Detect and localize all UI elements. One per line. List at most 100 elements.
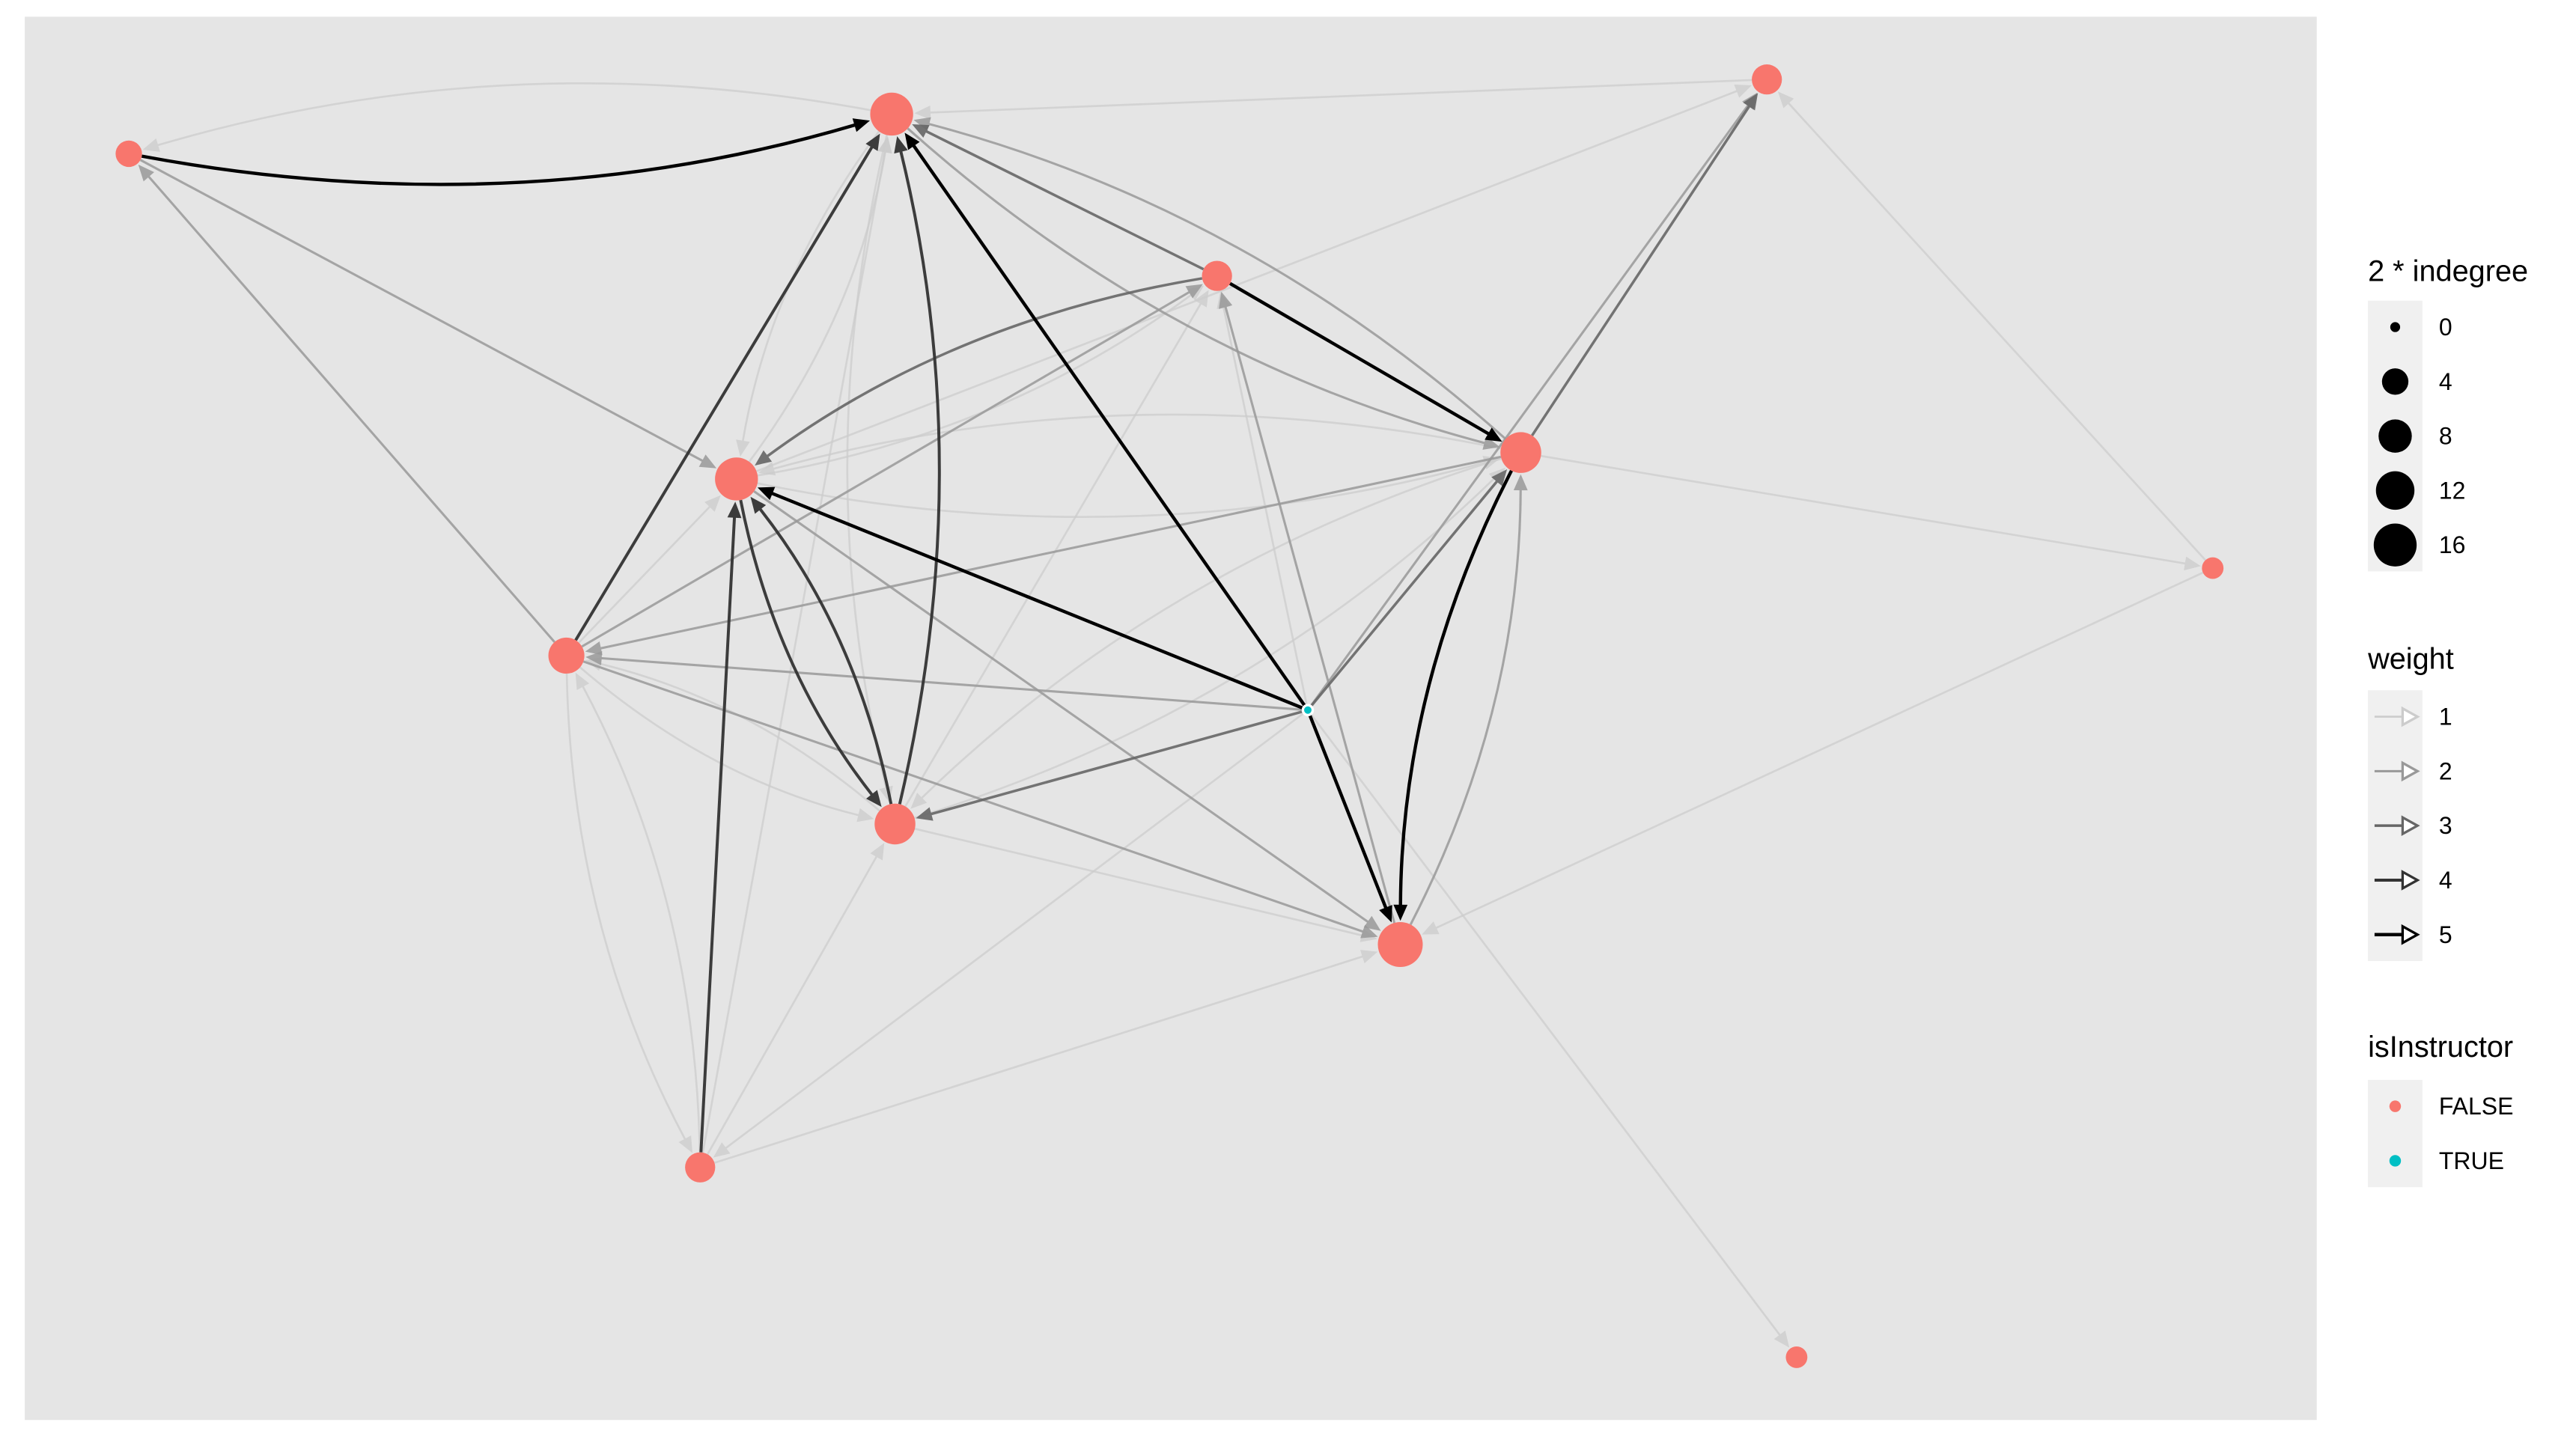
edge-line xyxy=(756,90,1738,472)
panel-background xyxy=(25,16,2317,1421)
edge-arrowhead xyxy=(1393,904,1408,921)
legend-size-label: 0 xyxy=(2439,314,2452,341)
node-student xyxy=(685,1152,716,1183)
edge-arrowhead xyxy=(585,651,603,665)
edge-arrowhead xyxy=(713,1142,731,1158)
edge xyxy=(1309,469,1508,707)
legend-weight-arrow xyxy=(2401,815,2420,837)
legend-size-key xyxy=(2375,471,2415,510)
edge-line xyxy=(758,507,893,805)
legend-weight-label: 4 xyxy=(2439,867,2452,894)
edge xyxy=(753,490,1381,931)
edge-line xyxy=(714,955,1364,1164)
edge-arrowhead xyxy=(1734,85,1752,98)
edge xyxy=(1309,713,1790,1348)
edge-arrowhead xyxy=(704,495,721,512)
legend-size-key xyxy=(2381,368,2409,395)
node-student xyxy=(870,92,913,136)
edge-arrowhead xyxy=(916,807,934,821)
edge-arrowhead xyxy=(1219,291,1233,309)
edge-line xyxy=(582,660,1364,933)
edge xyxy=(912,123,1205,271)
legend-weight-title: weight xyxy=(2367,643,2454,676)
edge-line xyxy=(600,662,880,812)
edge-arrowhead xyxy=(1422,921,1440,935)
edge-line xyxy=(739,499,874,796)
edge xyxy=(141,118,871,186)
legend-color-key xyxy=(2389,1155,2402,1167)
edge xyxy=(1409,474,1528,926)
edge-line xyxy=(898,150,941,805)
edge-line xyxy=(1531,105,1751,436)
edge-line xyxy=(1309,104,1750,707)
edge-line xyxy=(574,145,874,641)
edge xyxy=(1308,714,1392,923)
legend-weight-arrow xyxy=(2401,706,2420,727)
edge-line xyxy=(600,656,1303,711)
edge xyxy=(585,651,1303,711)
edge xyxy=(581,284,1203,648)
edge-line xyxy=(699,516,737,1153)
edge-arrowhead xyxy=(1485,427,1502,442)
edge xyxy=(756,85,1752,472)
edge xyxy=(1219,291,1396,924)
edge xyxy=(755,277,1203,466)
edge xyxy=(1541,454,2201,571)
edge-arrowhead xyxy=(914,106,931,120)
edge-line xyxy=(912,144,1306,707)
legend-weight-arrow xyxy=(2401,924,2420,945)
edge-arrowhead xyxy=(758,462,776,476)
edge xyxy=(575,672,701,1153)
legend-color: isInstructor FALSE TRUE xyxy=(2368,1031,2513,1188)
edge xyxy=(701,136,892,1153)
node-student xyxy=(115,140,142,168)
node-student xyxy=(1500,432,1541,473)
edge-arrowhead xyxy=(912,123,930,138)
edge xyxy=(138,164,555,643)
edge-line xyxy=(565,673,686,1141)
legend-color-keys-bg xyxy=(2368,1079,2423,1188)
edge-line xyxy=(578,505,711,644)
edge-line xyxy=(1409,489,1522,926)
edge-arrowhead xyxy=(1773,1330,1790,1348)
edge-line xyxy=(929,79,1753,114)
edge xyxy=(578,495,721,644)
legend-weight-label: 2 xyxy=(2439,757,2452,784)
edge xyxy=(579,666,874,823)
edge xyxy=(699,501,742,1153)
edge xyxy=(757,486,1304,710)
edge xyxy=(1393,469,1513,921)
edge-line xyxy=(914,478,1496,820)
legend-size-label: 12 xyxy=(2439,477,2466,504)
node-instructor xyxy=(1301,704,1315,717)
edge-arrowhead xyxy=(852,118,871,132)
edge-line xyxy=(1228,281,1490,436)
edge xyxy=(142,82,871,152)
edge-line xyxy=(766,277,1203,458)
legend-size-label: 4 xyxy=(2439,368,2452,395)
edge xyxy=(714,950,1378,1164)
edge xyxy=(916,710,1304,821)
node-student xyxy=(874,803,916,845)
edge-line xyxy=(156,82,871,147)
edge-line xyxy=(1398,469,1513,906)
edge-line xyxy=(139,159,704,463)
edge-line xyxy=(925,129,1205,271)
node-student xyxy=(1752,64,1782,95)
legend-weight-arrow xyxy=(2401,870,2420,891)
edge-line xyxy=(920,457,1502,799)
legend-weight-label: 5 xyxy=(2439,921,2452,948)
edge-arrowhead xyxy=(678,1135,692,1153)
edge xyxy=(1422,571,2204,935)
edge-line xyxy=(725,712,1305,1150)
edge-line xyxy=(582,686,701,1153)
legend-size-label: 8 xyxy=(2439,423,2452,450)
legend-weight-label: 3 xyxy=(2439,812,2452,839)
edge-arrowhead xyxy=(910,793,928,809)
edge-arrowhead xyxy=(727,501,742,519)
legend-color-key xyxy=(2389,1100,2402,1112)
edge xyxy=(707,843,885,1155)
edge xyxy=(574,133,880,641)
edge-line xyxy=(579,666,859,817)
